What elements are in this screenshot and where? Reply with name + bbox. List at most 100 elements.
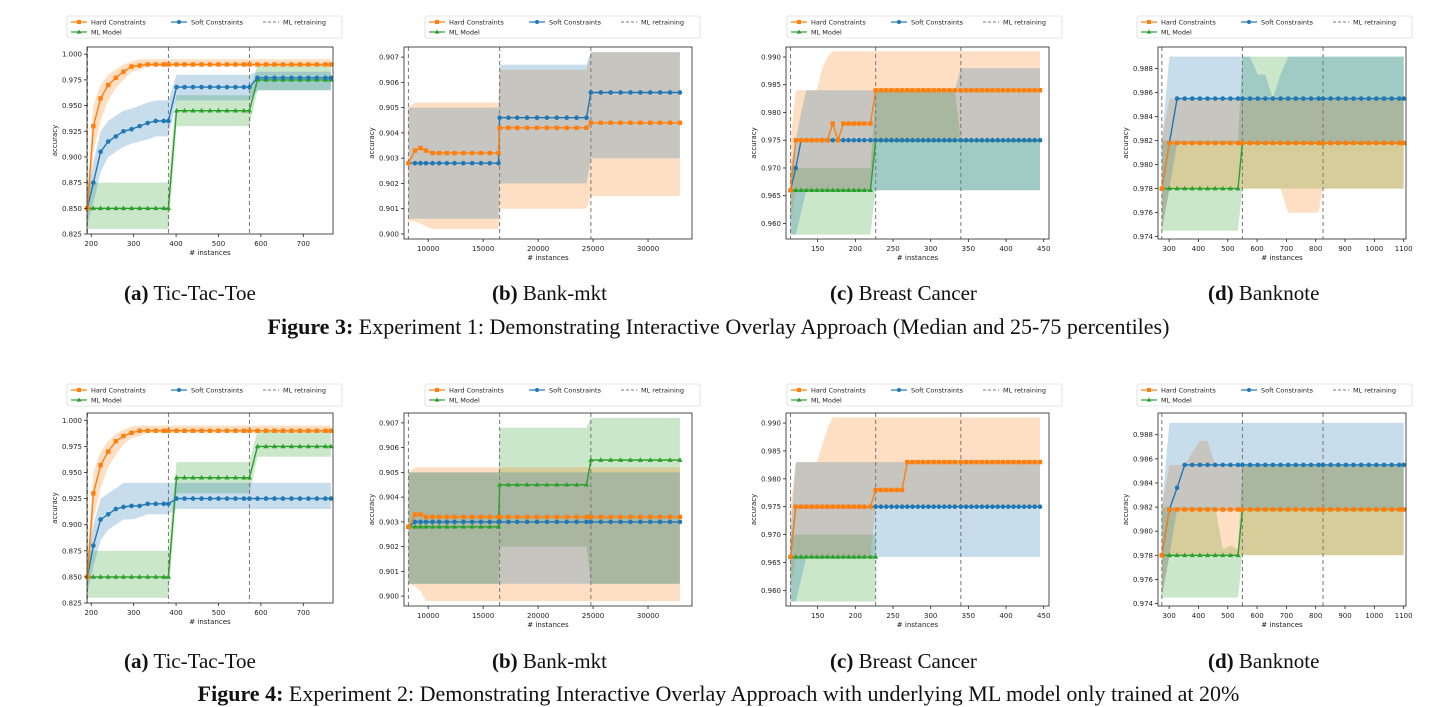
x-tick-label: 1000 <box>1365 612 1383 620</box>
point-ml <box>173 107 180 113</box>
point-soft <box>98 517 103 522</box>
point-soft <box>524 519 530 525</box>
point-ml <box>1227 185 1234 191</box>
legend-label-retrain: ML retraining <box>283 19 326 27</box>
point-ml <box>153 574 159 579</box>
point-ml <box>554 481 560 487</box>
point-soft <box>289 75 294 81</box>
point-hard <box>657 514 663 520</box>
point-ml <box>190 474 196 480</box>
point-ml <box>657 457 663 462</box>
point-soft <box>868 137 873 143</box>
legend-marker-ml <box>76 397 82 402</box>
point-hard <box>1366 507 1371 512</box>
y-tick-label: 0.980 <box>1133 161 1153 169</box>
point-ml <box>297 443 303 449</box>
point-soft <box>1335 96 1341 101</box>
point-hard <box>1000 459 1006 465</box>
y-tick-label: 0.975 <box>761 503 781 511</box>
point-soft <box>216 496 221 501</box>
point-ml <box>514 481 520 487</box>
point-hard <box>910 88 915 93</box>
point-hard <box>1401 507 1406 512</box>
point-hard <box>1021 459 1027 465</box>
point-hard <box>98 96 103 101</box>
point-hard <box>608 514 613 520</box>
point-soft <box>1182 462 1187 468</box>
point-hard <box>1247 140 1253 146</box>
point-ml <box>845 554 852 559</box>
point-soft <box>91 180 96 185</box>
point-hard <box>106 449 111 454</box>
y-tick-label: 0.901 <box>379 205 399 213</box>
point-hard <box>255 62 260 67</box>
point-hard <box>444 514 450 520</box>
point-hard <box>1228 140 1233 146</box>
y-tick-label: 0.980 <box>761 109 781 117</box>
legend-label-soft: Soft Constraints <box>549 387 602 395</box>
point-soft <box>883 504 889 510</box>
point-soft <box>1212 462 1218 468</box>
band-hard <box>790 51 1040 224</box>
point-soft <box>598 90 604 95</box>
y-tick-label: 0.950 <box>62 469 82 477</box>
point-soft <box>1308 96 1314 101</box>
point-soft <box>514 115 520 121</box>
point-soft <box>628 519 633 525</box>
point-ml <box>263 443 269 449</box>
point-soft <box>862 137 867 143</box>
point-ml <box>417 524 424 529</box>
point-ml <box>120 205 127 211</box>
y-tick-label: 0.825 <box>62 600 82 608</box>
point-hard <box>1016 88 1022 93</box>
point-soft <box>280 75 286 81</box>
point-soft <box>1270 96 1276 101</box>
point-hard <box>1037 459 1043 465</box>
point-soft <box>297 75 303 81</box>
point-soft <box>255 496 260 501</box>
y-tick-label: 0.905 <box>379 104 399 112</box>
point-ml <box>867 187 874 192</box>
point-soft <box>1366 462 1372 468</box>
legend-label-soft: Soft Constraints <box>1261 19 1314 27</box>
y-tick-label: 0.900 <box>379 230 399 238</box>
point-ml <box>198 107 205 113</box>
x-tick-label: 400 <box>169 609 182 617</box>
point-ml <box>803 187 809 192</box>
point-hard <box>942 88 947 93</box>
point-soft <box>1293 96 1299 101</box>
y-tick-label: 0.975 <box>62 443 82 451</box>
point-ml <box>224 107 230 113</box>
x-tick-label: 800 <box>1309 612 1322 620</box>
point-soft <box>1021 137 1027 143</box>
axes-frame <box>785 412 1050 607</box>
point-hard <box>506 514 511 520</box>
point-hard <box>1220 140 1225 146</box>
point-soft <box>1301 96 1306 101</box>
point-soft <box>647 519 653 525</box>
point-hard <box>1006 459 1011 465</box>
point-ml <box>97 574 104 579</box>
point-soft <box>1401 462 1406 468</box>
point-ml <box>851 187 857 192</box>
point-hard <box>1011 459 1016 465</box>
point-ml <box>617 457 624 462</box>
point-hard <box>931 88 936 93</box>
x-tick-label: 500 <box>1221 245 1234 253</box>
point-ml <box>120 574 127 579</box>
point-soft <box>979 137 985 143</box>
point-ml <box>798 187 804 192</box>
x-tick-label: 1100 <box>1395 245 1413 253</box>
point-soft <box>105 511 111 517</box>
point-ml <box>793 187 799 192</box>
point-soft <box>190 84 196 90</box>
point-soft <box>544 519 550 525</box>
point-soft <box>588 90 594 95</box>
point-ml <box>819 187 825 192</box>
legend-marker-ml <box>796 397 802 402</box>
point-soft <box>963 504 969 510</box>
point-soft <box>851 137 857 143</box>
point-ml <box>667 457 673 462</box>
point-hard <box>1182 140 1187 146</box>
point-hard <box>247 62 252 67</box>
